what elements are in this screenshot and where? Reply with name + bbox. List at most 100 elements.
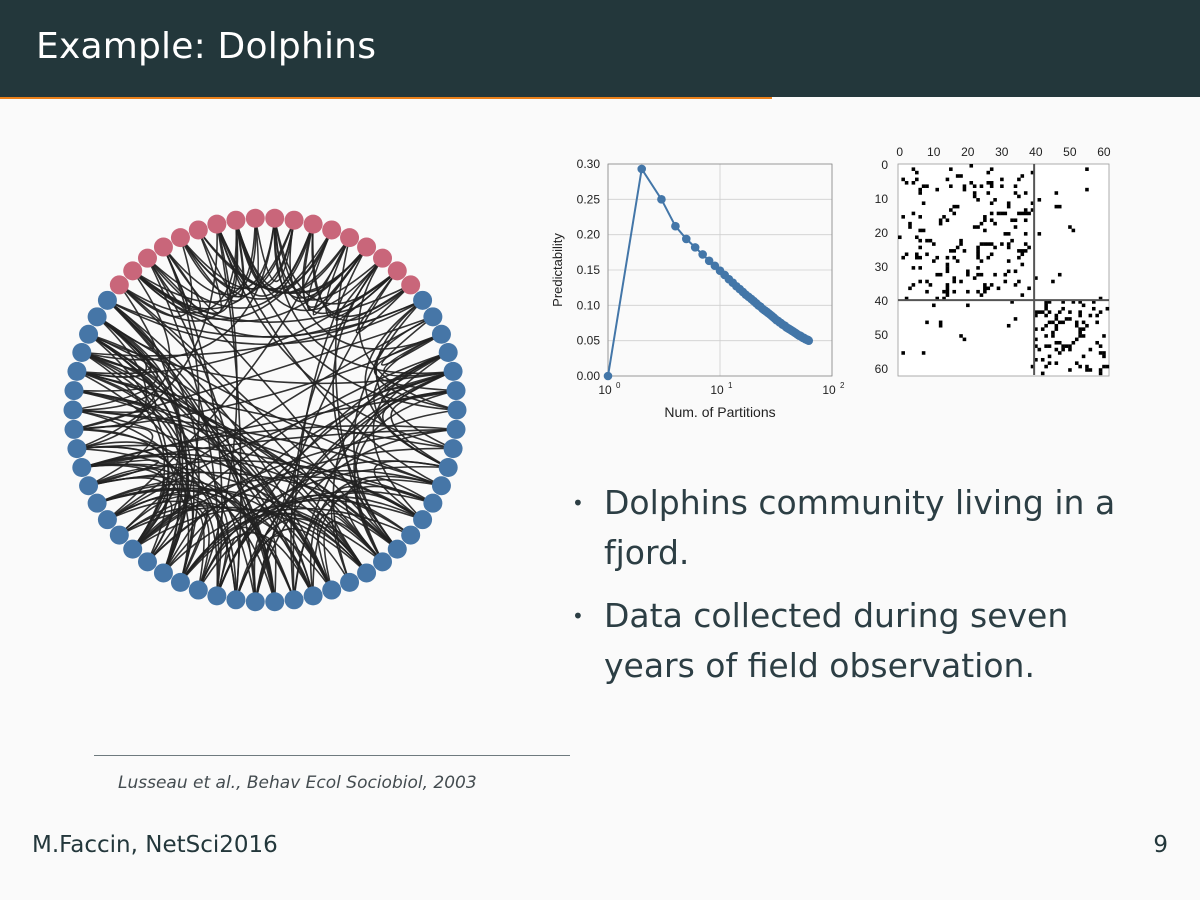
network-node: [137, 248, 157, 268]
matrix-cell: [1013, 225, 1018, 229]
matrix-cell: [1013, 269, 1018, 274]
network-node: [265, 208, 285, 228]
matrix-cell: [1081, 334, 1086, 338]
matrix-cell: [1074, 320, 1079, 325]
network-node: [413, 510, 433, 530]
matrix-cell: [1098, 351, 1103, 355]
y-tick-label: 0.15: [577, 263, 601, 277]
data-point: [704, 256, 714, 266]
matrix-cell: [1023, 208, 1028, 212]
matrix-cell: [1034, 344, 1038, 348]
matrix-cell: [979, 242, 984, 246]
matrix-cell: [1027, 286, 1031, 291]
matrix-cell: [1006, 245, 1011, 250]
network-node: [447, 400, 467, 420]
matrix-cell: [1051, 334, 1055, 338]
network-edge: [88, 471, 412, 536]
network-edge: [290, 257, 384, 600]
network-edge: [88, 333, 368, 574]
matrix-cell: [921, 184, 926, 188]
network-edge: [375, 299, 454, 450]
matrix-cell: [952, 289, 957, 294]
matrix-cell: [1078, 313, 1082, 318]
y-tick-label: 0.10: [577, 298, 601, 312]
matrix-cell: [1034, 357, 1038, 362]
network-edge: [179, 507, 412, 583]
matrix-cell: [925, 320, 929, 325]
matrix-cell: [1006, 204, 1011, 209]
matrix-cell: [1098, 368, 1103, 372]
matrix-cell: [1020, 174, 1025, 178]
matrix-y-tick: 60: [875, 362, 889, 376]
matrix-x-tick: 0: [896, 145, 903, 159]
matrix-cell: [1013, 317, 1018, 321]
network-edge: [96, 316, 182, 550]
network-node: [63, 400, 83, 420]
network-node: [431, 476, 451, 496]
matrix-cell: [901, 351, 905, 355]
matrix-cell: [1057, 320, 1062, 325]
matrix-cell: [989, 218, 994, 223]
y-axis-label: Predictability: [550, 233, 565, 307]
matrix-cell: [972, 225, 977, 229]
matrix-y-tick: 30: [875, 260, 889, 274]
matrix-cell: [1044, 364, 1048, 369]
network-edge: [197, 495, 423, 591]
matrix-cell: [983, 218, 987, 223]
matrix-cell: [1047, 310, 1052, 314]
network-edge: [309, 475, 442, 597]
network-edge: [107, 299, 423, 345]
matrix-cell: [979, 184, 984, 188]
matrix-cell: [986, 286, 991, 291]
matrix-cell: [935, 296, 940, 301]
page-number: 9: [1153, 832, 1168, 858]
network-edge: [118, 495, 219, 596]
matrix-cell: [983, 289, 987, 294]
network-node: [109, 525, 129, 545]
matrix-cell: [1044, 344, 1048, 348]
matrix-cell: [1081, 327, 1086, 331]
network-node: [438, 343, 458, 363]
network-node: [153, 237, 173, 257]
slide-header: Example: Dolphins: [0, 0, 1200, 97]
matrix-cell: [945, 286, 950, 291]
matrix-cell: [1085, 364, 1089, 369]
matrix-cell: [962, 337, 967, 342]
matrix-cell: [1057, 351, 1062, 355]
matrix-cell: [976, 272, 980, 277]
matrix-cell: [949, 249, 953, 253]
matrix-cell: [925, 252, 929, 257]
matrix-cell: [904, 181, 909, 185]
footer-author: M.Faccin, NetSci2016: [32, 832, 278, 858]
matrix-cell: [1000, 211, 1004, 216]
matrix-cell: [983, 215, 987, 219]
network-edge: [132, 229, 333, 320]
matrix-cell: [1040, 310, 1045, 314]
network-node: [153, 563, 173, 583]
x-tick-exponent: 0: [616, 381, 621, 390]
matrix-cell: [918, 266, 922, 270]
matrix-cell: [1054, 204, 1059, 209]
network-node: [357, 563, 377, 583]
network-edge: [179, 351, 449, 583]
matrix-cell: [1010, 300, 1014, 304]
network-edge: [73, 351, 157, 431]
network-edge: [72, 333, 158, 411]
matrix-cell: [1034, 327, 1038, 331]
matrix-cell: [901, 177, 905, 182]
network-node: [79, 476, 99, 496]
matrix-cell: [935, 187, 940, 192]
matrix-cells: [898, 164, 1110, 376]
matrix-cell: [1047, 344, 1052, 348]
matrix-cell: [945, 177, 950, 182]
network-node: [401, 275, 421, 295]
matrix-cell: [969, 164, 974, 168]
network-edge: [179, 512, 368, 583]
matrix-cell: [1064, 317, 1069, 321]
matrix-cell: [979, 272, 984, 277]
network-node: [207, 214, 227, 234]
matrix-cell: [1017, 249, 1021, 253]
matrix-cell: [1054, 323, 1059, 328]
matrix-cell: [918, 187, 922, 192]
network-edge: [162, 246, 200, 574]
